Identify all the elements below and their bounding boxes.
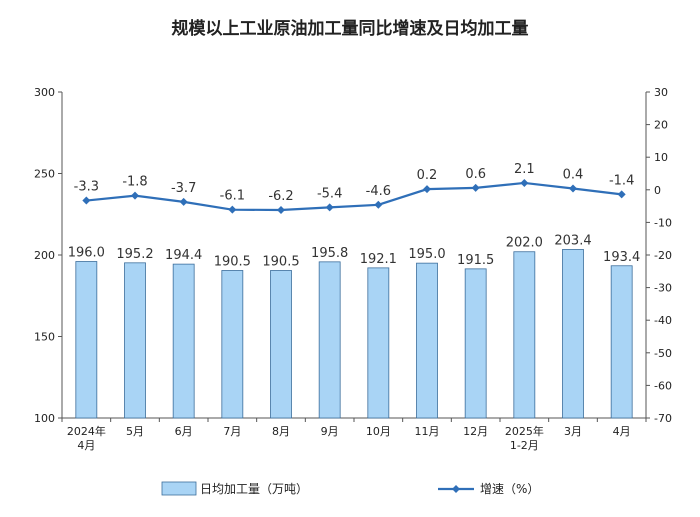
- right-tick-label: -60: [654, 379, 672, 392]
- right-tick-label: 10: [654, 151, 668, 164]
- growth-line: [86, 181, 622, 212]
- x-tick-label: 5月: [126, 425, 144, 438]
- left-tick-label: 200: [34, 249, 55, 262]
- bar: [562, 249, 584, 419]
- x-tick-label: 12月: [463, 425, 488, 438]
- bar: [172, 263, 195, 419]
- line-data-label: -6.2: [268, 189, 293, 204]
- line-data-label: -5.4: [317, 186, 342, 201]
- x-tick-label: 10月: [366, 425, 391, 438]
- bar: [270, 270, 292, 419]
- right-tick-label: -50: [654, 347, 672, 360]
- line-point: [374, 200, 383, 209]
- line-point: [569, 184, 577, 193]
- x-tick-label: 2024年: [67, 424, 106, 438]
- x-tick-label: 8月: [272, 425, 290, 438]
- right-tick-label: -40: [654, 314, 672, 327]
- bar: [416, 262, 438, 419]
- x-tick-label: 2025年: [505, 424, 544, 438]
- legend-line-label: 增速（%）: [480, 482, 539, 496]
- line-data-label: -3.3: [74, 180, 99, 195]
- line-point: [471, 183, 480, 192]
- line-data-label: -3.7: [171, 181, 196, 196]
- right-tick-label: -70: [654, 412, 672, 425]
- bar-data-label: 193.4: [603, 250, 640, 265]
- line-data-label: 0.6: [465, 167, 486, 182]
- line-data-label: 2.1: [514, 162, 535, 177]
- right-tick-label: 0: [654, 184, 661, 197]
- left-tick-label: 150: [34, 331, 55, 344]
- line-point: [617, 190, 626, 199]
- bar-data-label: 191.5: [457, 253, 494, 268]
- bar: [464, 268, 487, 419]
- bar-data-label: 190.5: [262, 254, 299, 269]
- line-point: [179, 197, 188, 206]
- line-data-label: -1.8: [122, 175, 147, 190]
- x-tick-label: 9月: [321, 425, 339, 438]
- bar-data-label: 202.0: [506, 236, 543, 251]
- bar-data-label: 195.8: [311, 246, 348, 261]
- bar-data-label: 196.0: [68, 246, 105, 261]
- x-tick-label: 4月: [613, 425, 631, 438]
- bar: [318, 261, 341, 419]
- x-tick-label: 6月: [175, 425, 193, 438]
- line-data-label: -6.1: [220, 189, 245, 204]
- x-tick-label: 7月: [223, 425, 241, 438]
- bar: [367, 267, 390, 419]
- line-data-label: -4.6: [366, 184, 391, 199]
- x-tick-label: 1-2月: [510, 439, 539, 452]
- x-tick-label: 3月: [564, 425, 582, 438]
- line-point: [277, 206, 285, 215]
- right-tick-label: -20: [654, 249, 672, 262]
- bar-data-label: 195.2: [116, 247, 153, 262]
- bar-data-label: 192.1: [360, 252, 397, 267]
- bar: [610, 265, 633, 419]
- legend-line-marker: [452, 485, 460, 493]
- line-data-label: 0.4: [563, 167, 584, 182]
- line-point: [131, 191, 139, 200]
- bar-data-label: 190.5: [214, 254, 251, 269]
- line-data-label: 0.2: [417, 168, 438, 183]
- bar-data-label: 203.4: [554, 233, 591, 248]
- chart-title: 规模以上工业原油加工量同比增速及日均加工量: [171, 19, 529, 39]
- x-tick-label: 11月: [415, 425, 440, 438]
- legend-bar-label: 日均加工量（万吨）: [200, 482, 308, 496]
- bar: [221, 270, 244, 419]
- x-tick-label: 4月: [77, 439, 95, 452]
- left-tick-label: 100: [34, 412, 55, 425]
- right-tick-label: 30: [654, 86, 668, 99]
- bar: [124, 262, 146, 419]
- line-point: [228, 205, 237, 214]
- right-tick-label: -10: [654, 216, 672, 229]
- bar-data-label: 194.4: [165, 248, 202, 263]
- left-tick-label: 250: [34, 168, 55, 181]
- line-point: [423, 185, 431, 194]
- line-data-label: -1.4: [609, 173, 634, 188]
- legend-bar-swatch: [161, 481, 197, 496]
- right-tick-label: 20: [654, 119, 668, 132]
- left-tick-label: 300: [34, 86, 55, 99]
- bar: [75, 261, 98, 419]
- bar-data-label: 195.0: [408, 247, 445, 262]
- line-point: [82, 196, 91, 205]
- right-tick-label: -30: [654, 282, 672, 295]
- line-point: [325, 203, 334, 212]
- bar: [513, 251, 536, 419]
- line-point: [520, 178, 529, 187]
